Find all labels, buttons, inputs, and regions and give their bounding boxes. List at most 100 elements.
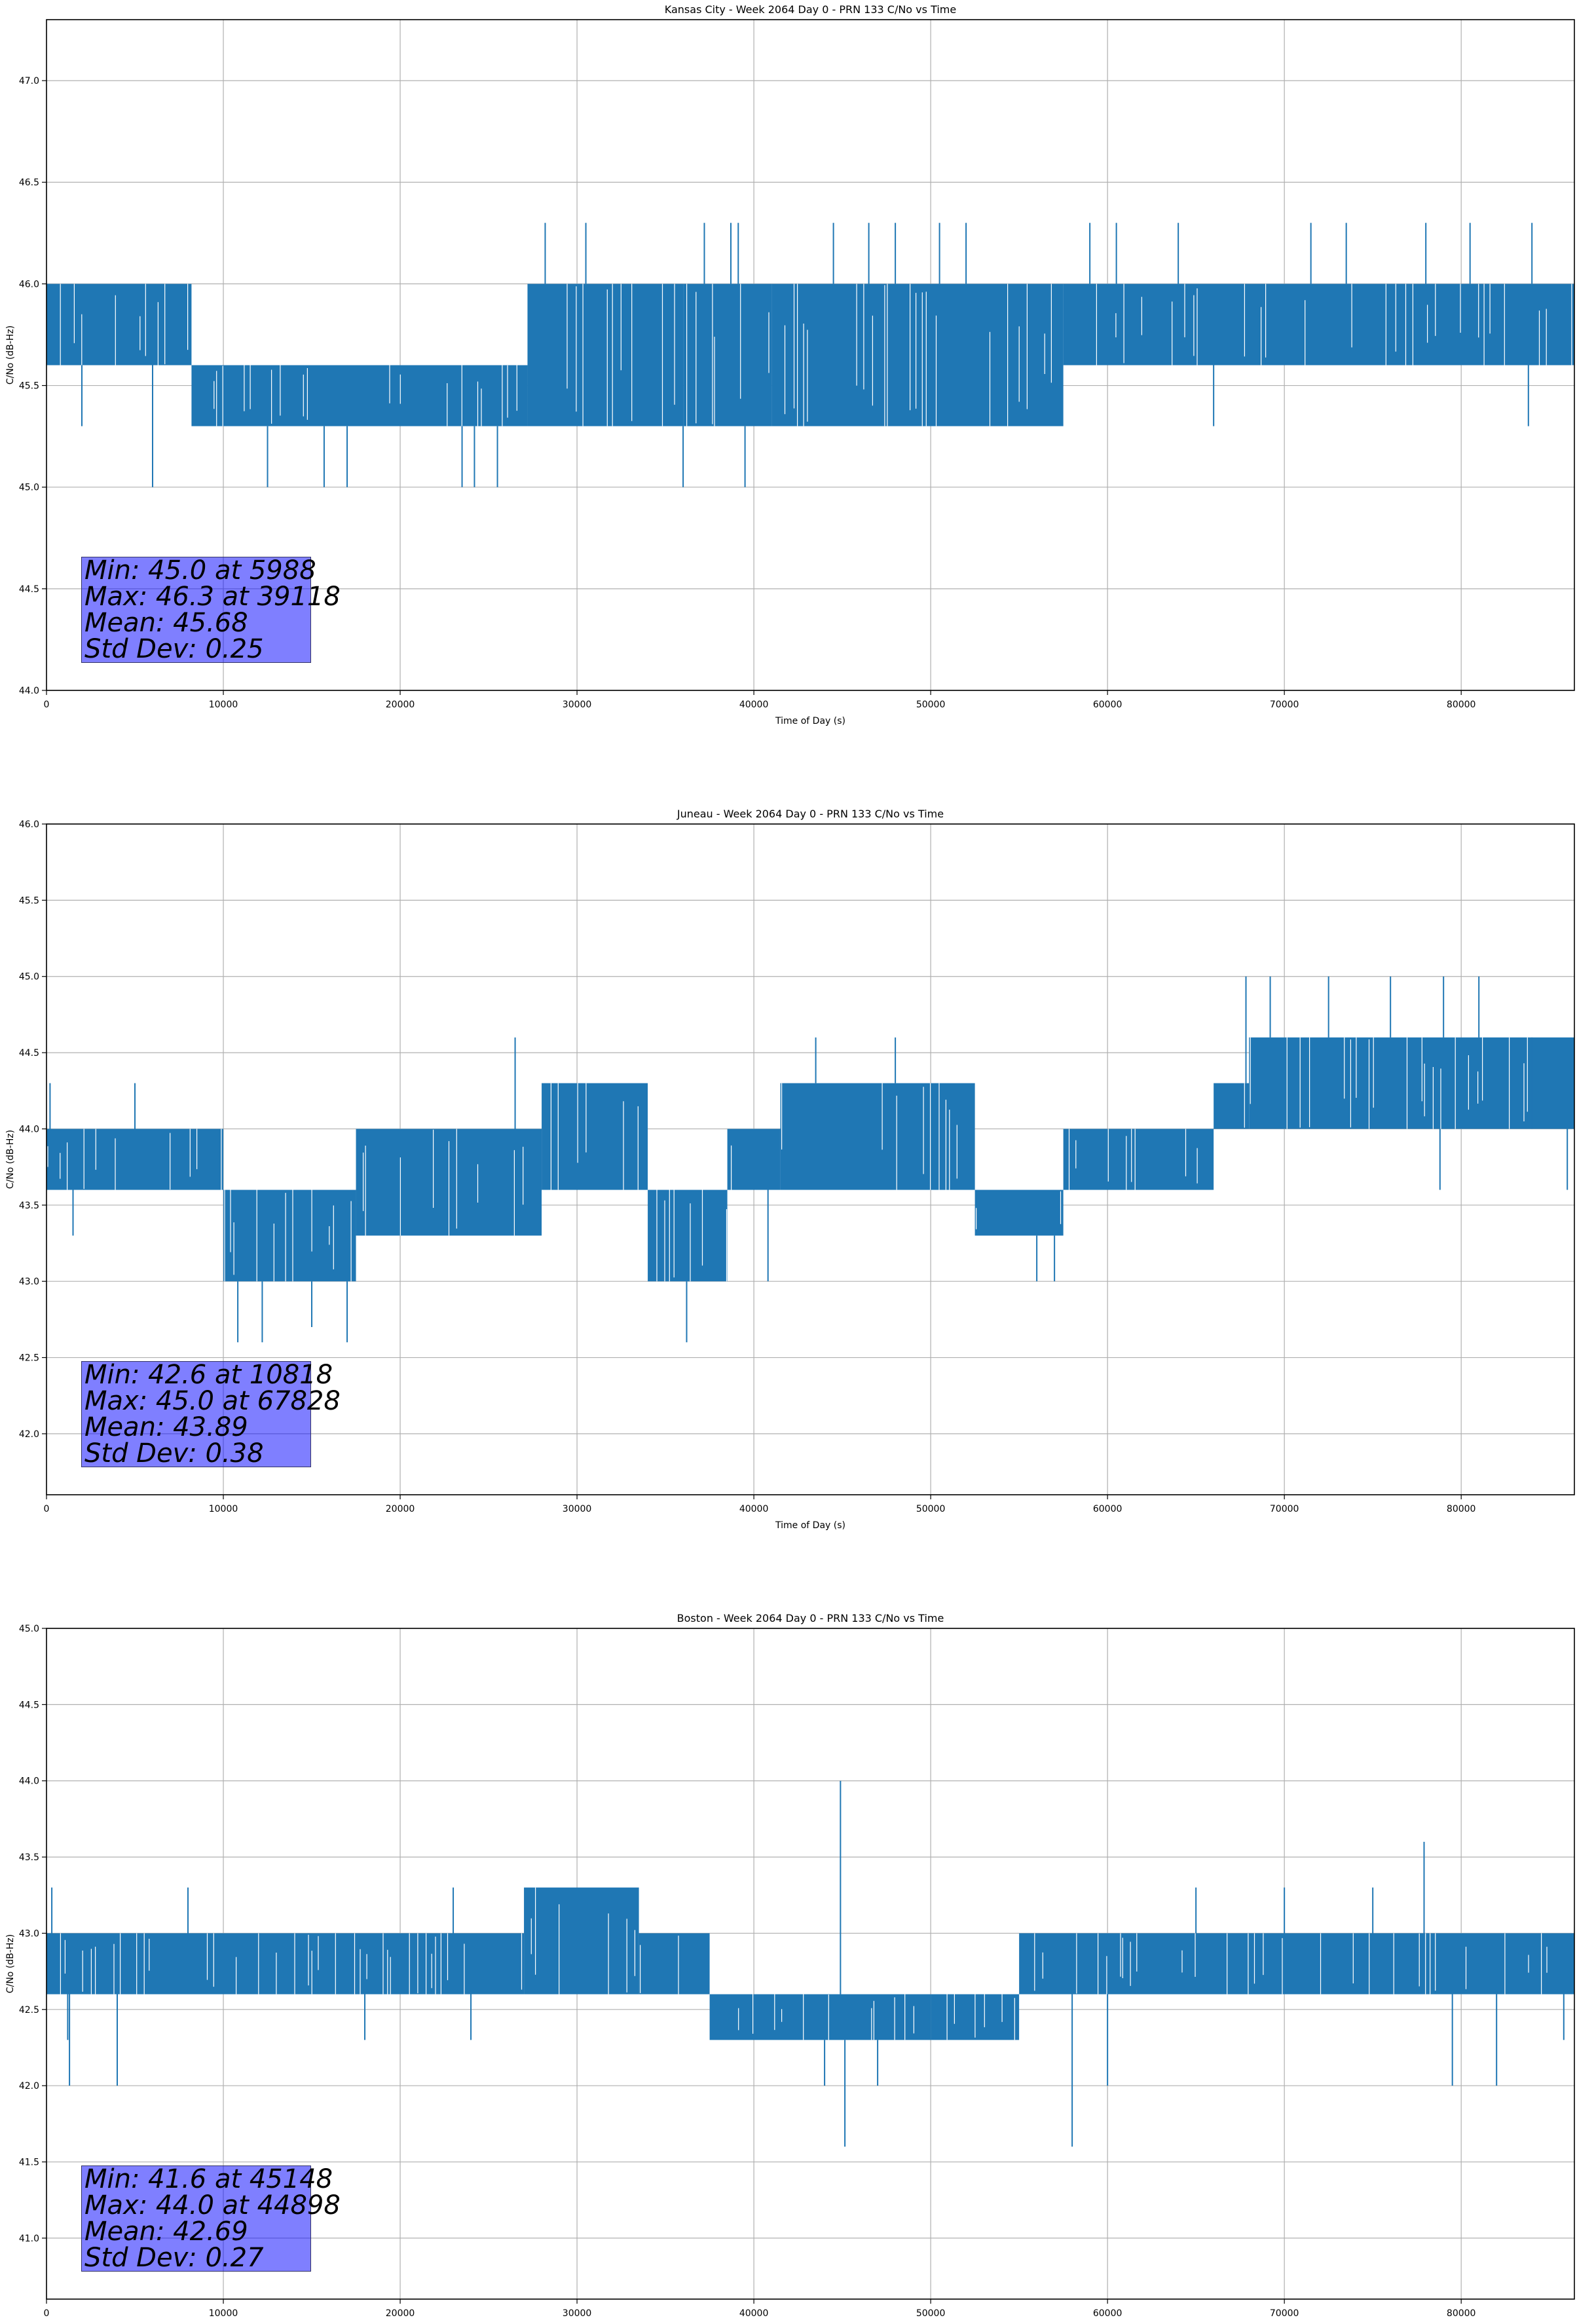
x-tick-label: 40000 [739, 700, 769, 710]
chart-title: Kansas City - Week 2064 Day 0 - PRN 133 … [665, 3, 956, 16]
x-tick-label: 60000 [1093, 1504, 1122, 1514]
signal-band [974, 1190, 1064, 1236]
x-tick-label: 30000 [563, 1504, 592, 1514]
y-tick-label: 43.0 [19, 1277, 39, 1287]
x-tick-label: 60000 [1093, 2308, 1122, 2319]
y-tick-label: 41.0 [19, 2234, 39, 2244]
series-cno-kansas-city [46, 223, 1574, 487]
x-axis-label: Time of Day (s) [775, 716, 845, 726]
signal-band [683, 284, 772, 426]
series-cno-juneau [46, 976, 1574, 1343]
x-tick-label: 20000 [386, 2308, 415, 2319]
x-tick-label: 80000 [1447, 2308, 1476, 2319]
x-tick-label: 0 [44, 2308, 50, 2319]
x-tick-label: 10000 [209, 2308, 238, 2319]
axes-frame [46, 823, 1575, 1495]
chart-title: Juneau - Week 2064 Day 0 - PRN 133 C/No … [677, 808, 944, 820]
y-tick-label: 43.0 [19, 1928, 39, 1939]
x-tick-label: 0 [44, 1504, 50, 1514]
y-tick-label: 44.5 [19, 584, 39, 595]
signal-band [46, 284, 192, 365]
stats-std-dev: Std Dev: 0.27 [84, 2243, 264, 2273]
stats-mean: Mean: 45.68 [84, 608, 248, 638]
band-gaps [1068, 1129, 1198, 1190]
band-gaps [566, 284, 675, 426]
stats-min: Min: 45.0 at 5988 [84, 555, 316, 586]
signal-band [191, 365, 528, 426]
x-tick-label: 20000 [386, 700, 415, 710]
y-tick-label: 42.5 [19, 2005, 39, 2015]
x-tick-label: 40000 [739, 1504, 769, 1514]
x-tick-label: 10000 [209, 700, 238, 710]
signal-band [1214, 1083, 1250, 1129]
y-tick-label: 44.5 [19, 1048, 39, 1059]
x-tick-label: 70000 [1270, 1504, 1299, 1514]
stats-mean: Mean: 42.69 [84, 2217, 248, 2247]
band-gaps [640, 1936, 679, 1995]
y-tick-label: 43.5 [19, 1852, 39, 1863]
band-gaps [550, 1083, 639, 1190]
chart-title: Boston - Week 2064 Day 0 - PRN 133 C/No … [677, 1612, 944, 1624]
signal-band [648, 1190, 728, 1282]
stats-box-kansas-city: Min: 45.0 at 5988 Max: 46.3 at 39118 Mea… [81, 555, 341, 663]
band-gaps [60, 284, 189, 365]
x-axis-label: Time of Day (s) [775, 1520, 845, 1531]
signal-band [1249, 1037, 1574, 1129]
y-axis-label: C/No (dB-Hz) [5, 326, 16, 384]
x-tick-label: 20000 [386, 1504, 415, 1514]
x-tick-label: 30000 [563, 700, 592, 710]
y-tick-label: 42.0 [19, 1429, 39, 1440]
y-tick-label: 44.0 [19, 1124, 39, 1134]
y-tick-label: 44.0 [19, 1776, 39, 1787]
signal-band [1063, 284, 1574, 365]
stats-max: Max: 45.0 at 67828 [84, 1386, 341, 1416]
y-tick-label: 46.0 [19, 819, 39, 830]
y-tick-label: 47.0 [19, 76, 39, 86]
y-tick-label: 43.5 [19, 1201, 39, 1211]
band-gaps [60, 1933, 523, 1995]
stats-min: Min: 41.6 at 45148 [84, 2164, 333, 2194]
band-gaps [1250, 1037, 1528, 1129]
x-tick-label: 80000 [1447, 1504, 1476, 1514]
y-tick-label: 45.0 [19, 1624, 39, 1634]
band-gaps [363, 1129, 524, 1236]
signal-band [771, 284, 1064, 426]
y-tick-label: 45.5 [19, 381, 39, 392]
y-tick-label: 46.5 [19, 178, 39, 188]
x-tick-label: 80000 [1447, 700, 1476, 710]
stats-std-dev: Std Dev: 0.38 [84, 1438, 264, 1469]
x-tick-label: 10000 [209, 1504, 238, 1514]
band-gaps [224, 1190, 352, 1282]
x-tick-label: 50000 [916, 1504, 946, 1514]
series-cno-boston [46, 1780, 1574, 2147]
signal-band [709, 1994, 931, 2040]
signal-band [780, 1083, 975, 1190]
band-gaps [784, 284, 1052, 426]
signal-band [639, 1933, 710, 1995]
stats-box-juneau: Min: 42.6 at 10818 Max: 45.0 at 67828 Me… [81, 1361, 341, 1469]
y-axis-label: C/No (dB-Hz) [5, 1130, 16, 1189]
x-tick-label: 50000 [916, 2308, 946, 2319]
band-gaps [1096, 284, 1572, 365]
stats-max: Max: 44.0 at 44898 [84, 2190, 341, 2221]
y-tick-label: 41.5 [19, 2158, 39, 2168]
y-tick-label: 45.0 [19, 972, 39, 983]
x-tick-label: 70000 [1270, 2308, 1299, 2319]
y-tick-label: 44.0 [19, 686, 39, 696]
signal-band [1063, 1129, 1214, 1190]
x-tick-label: 60000 [1093, 700, 1122, 710]
signal-band [1019, 1933, 1574, 1995]
band-gaps [738, 1994, 914, 2040]
axes-frame [46, 1628, 1575, 2300]
y-axis-label: C/No (dB-Hz) [5, 1934, 16, 1993]
y-tick-label: 45.5 [19, 895, 39, 906]
signal-band [527, 284, 684, 426]
y-tick-label: 44.5 [19, 1700, 39, 1710]
x-tick-label: 0 [44, 700, 50, 710]
band-gaps [686, 284, 770, 426]
signal-band [542, 1083, 648, 1190]
stats-box-boston: Min: 41.6 at 45148 Max: 44.0 at 44898 Me… [81, 2164, 341, 2273]
band-gaps [47, 1129, 222, 1190]
band-gaps [781, 1083, 957, 1190]
